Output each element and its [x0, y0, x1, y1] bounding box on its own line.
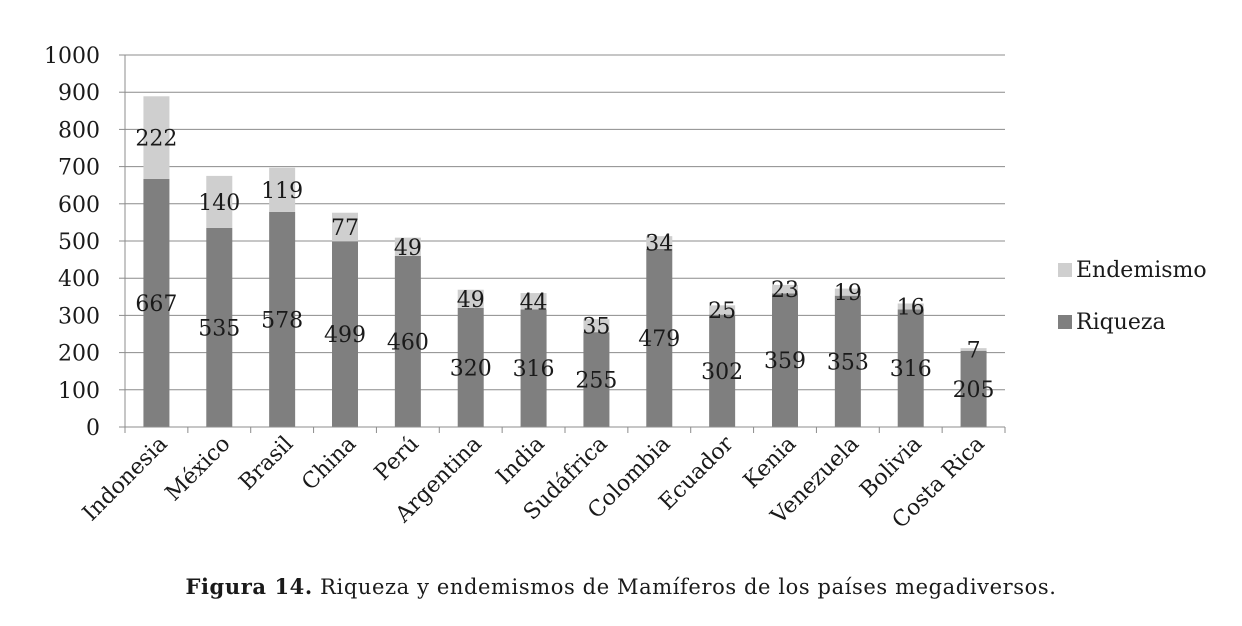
bar-riqueza-colombia — [646, 248, 673, 427]
y-tick-label: 0 — [86, 416, 100, 441]
data-label-endemismo-kenia: 23 — [771, 278, 799, 303]
y-tick-label: 200 — [58, 342, 100, 367]
x-tick-label-indonesia: Indonesia — [78, 432, 173, 527]
data-label-endemismo-china: 77 — [331, 216, 359, 241]
figure-caption: Figura 14. Riqueza y endemismos de Mamíf… — [0, 574, 1242, 599]
y-tick-label: 300 — [58, 304, 100, 329]
bar-endemismo-ecuador — [709, 305, 736, 315]
legend-label-endemismo: Endemismo — [1076, 258, 1207, 283]
bar-riqueza-china — [332, 241, 358, 427]
data-label-endemismo-mexico: 140 — [198, 191, 240, 216]
chart: 0 100 200 300 400 500 600 700 800 900 1000 Indones… — [44, 44, 1207, 534]
bars — [143, 96, 987, 427]
bar-endemismo-costa-rica — [960, 348, 987, 351]
bar-endemismo-peru — [394, 237, 421, 256]
bar-riqueza-venezuela — [834, 295, 861, 427]
y-tick-label: 100 — [58, 379, 100, 404]
bar-riqueza-sudafrica — [583, 332, 610, 427]
legend: Endemismo Riqueza — [1058, 258, 1207, 335]
bar-endemismo-india — [520, 293, 547, 310]
bar-riqueza-ecuador — [709, 314, 736, 427]
bar-endemismo-indonesia — [143, 96, 170, 179]
bar-riqueza-indonesia — [143, 178, 170, 427]
bar-riqueza-india — [520, 309, 547, 427]
y-tick-label: 1000 — [44, 44, 100, 69]
y-tick-label: 500 — [58, 230, 100, 255]
axes — [119, 54, 1006, 433]
data-label-endemismo-india: 44 — [520, 290, 548, 315]
data-label-endemismo-indonesia: 222 — [135, 127, 177, 152]
bar-endemismo-bolivia — [897, 303, 924, 310]
caption-label: Figura 14. — [185, 574, 313, 599]
data-label-riqueza-peru: 460 — [387, 330, 429, 355]
bar-endemismo-argentina — [457, 289, 484, 308]
data-label-riqueza-kenia: 359 — [764, 349, 806, 374]
data-label-riqueza-colombia: 479 — [638, 327, 680, 352]
x-tick-label-kenia: Kenia — [739, 432, 801, 494]
data-label-endemismo-sudafrica: 35 — [582, 315, 610, 340]
data-label-riqueza-ecuador: 302 — [701, 360, 743, 385]
y-axis-ticks: 0 100 200 300 400 500 600 700 800 900 1000 — [44, 44, 100, 441]
x-tick-label-china: China — [297, 432, 361, 496]
bar-endemismo-colombia — [646, 236, 673, 249]
data-label-riqueza-argentina: 320 — [450, 356, 492, 381]
data-label-endemismo-peru: 49 — [394, 236, 422, 261]
bar-endemismo-brasil — [269, 167, 296, 212]
data-label-endemismo-argentina: 49 — [457, 288, 485, 313]
data-label-riqueza-bolivia: 316 — [890, 357, 932, 382]
gridlines — [125, 54, 1005, 391]
caption-text: Riqueza y endemismos de Mamíferos de los… — [320, 575, 1057, 599]
bar-riqueza-argentina — [457, 307, 484, 427]
data-label-endemismo-venezuela: 19 — [834, 281, 862, 306]
data-label-riqueza-indonesia: 667 — [135, 292, 177, 317]
data-label-endemismo-costa-rica: 7 — [967, 338, 981, 363]
bar-riqueza-mexico — [206, 227, 233, 427]
data-labels: 667 222 535 140 578 119 499 77 460 49 320 49 316 44 25… — [135, 127, 994, 403]
x-tick-label-peru: Perú — [370, 432, 424, 486]
bar-endemismo-china — [332, 212, 358, 242]
y-tick-label: 700 — [58, 156, 100, 181]
y-tick-label: 800 — [58, 118, 100, 143]
y-tick-label: 400 — [58, 267, 100, 292]
bar-riqueza-peru — [394, 255, 421, 427]
x-tick-label-mexico: México — [161, 432, 236, 507]
bar-riqueza-costa-rica — [960, 350, 987, 427]
data-label-endemismo-bolivia: 16 — [897, 295, 925, 320]
data-label-riqueza-india: 316 — [513, 357, 555, 382]
data-label-endemismo-ecuador: 25 — [708, 299, 736, 324]
bar-endemismo-mexico — [206, 175, 233, 228]
bar-endemismo-kenia — [772, 284, 798, 294]
data-label-riqueza-china: 499 — [324, 323, 366, 348]
legend-swatch-riqueza — [1058, 315, 1072, 329]
data-label-riqueza-brasil: 578 — [261, 308, 303, 333]
data-label-riqueza-venezuela: 353 — [827, 350, 869, 375]
data-label-endemismo-brasil: 119 — [261, 179, 303, 204]
data-label-riqueza-costa-rica: 205 — [953, 378, 995, 403]
x-tick-label-brasil: Brasil — [235, 432, 299, 496]
y-tick-label: 600 — [58, 193, 100, 218]
data-label-riqueza-sudafrica: 255 — [575, 369, 617, 394]
data-label-endemismo-colombia: 34 — [645, 231, 673, 256]
data-label-riqueza-mexico: 535 — [198, 316, 240, 341]
legend-swatch-endemismo — [1058, 263, 1072, 277]
bar-endemismo-sudafrica — [583, 319, 610, 333]
bar-riqueza-kenia — [772, 293, 798, 427]
y-tick-label: 900 — [58, 81, 100, 106]
bar-endemismo-venezuela — [834, 288, 861, 296]
bar-riqueza-brasil — [269, 211, 296, 427]
legend-label-riqueza: Riqueza — [1076, 310, 1166, 335]
bar-riqueza-bolivia — [897, 309, 924, 427]
x-tick-label-india: India — [492, 432, 550, 490]
